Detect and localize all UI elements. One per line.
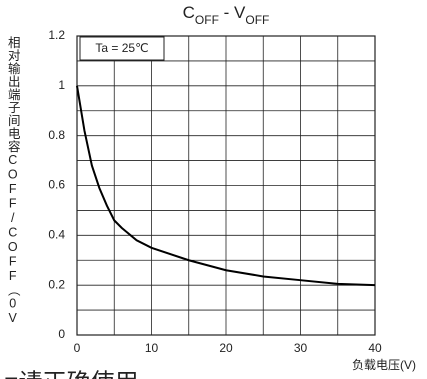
annotation-box [79, 36, 165, 61]
data-line [76, 85, 376, 287]
annotation: Ta = 25℃ [95, 41, 148, 55]
x-axis-label: 负载电压(V) [352, 358, 416, 372]
x-tick-label: 0 [74, 341, 81, 355]
y-tick-label: 0.2 [48, 277, 65, 291]
chart-title: COFF - VOFF [183, 3, 270, 27]
plot-frame [76, 35, 376, 336]
title-part: C [183, 3, 195, 22]
title-part: OFF [245, 13, 269, 27]
footer: ■请正确使用 [4, 369, 139, 379]
title-part: OFF [195, 13, 219, 27]
y-tick-label: 0.6 [48, 178, 65, 192]
y-tick-label: 0.4 [48, 228, 65, 242]
y-tick-label: 0 [58, 327, 65, 341]
x-tick-label: 10 [145, 341, 159, 355]
y-axis-label: 相对输出端子间电容COFF/COFF（0V [6, 36, 20, 326]
y-tick-label: 1 [58, 78, 65, 92]
x-tick-label: 40 [368, 341, 382, 355]
y-tick-label: 0.8 [48, 128, 65, 142]
x-tick-label: 30 [294, 341, 308, 355]
y-tick-label: 1.2 [48, 28, 65, 42]
x-tick-label: 20 [219, 341, 233, 355]
title-part: - V [219, 3, 246, 22]
